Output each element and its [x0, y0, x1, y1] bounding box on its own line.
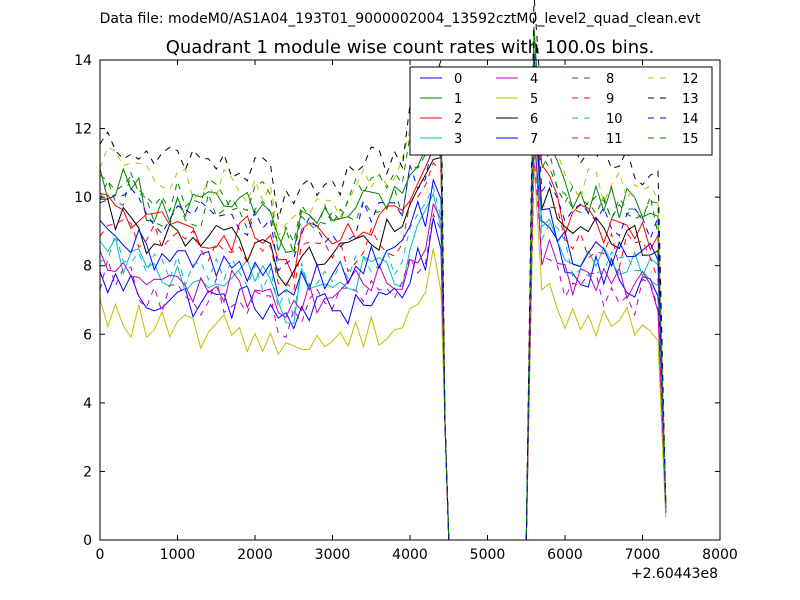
y-tick-label: 10 [74, 190, 92, 206]
x-tick-label: 6000 [547, 547, 583, 563]
legend-label-11: 11 [606, 132, 623, 147]
legend-label-14: 14 [682, 112, 699, 127]
x-offset-label: +2.60443e8 [631, 566, 718, 582]
series-line-3 [99, 98, 667, 541]
x-tick-label: 1000 [160, 547, 196, 563]
legend-label-0: 0 [454, 72, 462, 87]
x-tick-label: 3000 [315, 547, 351, 563]
legend-label-7: 7 [530, 132, 538, 147]
legend-label-5: 5 [530, 92, 538, 107]
chart-suptitle: Data file: modeM0/AS1A04_193T01_90000020… [100, 11, 701, 27]
y-tick-label: 0 [83, 533, 92, 549]
series-line-1 [99, 26, 667, 541]
series-line-15 [99, 42, 667, 541]
axis-ticks: 0 1000 2000 3000 4000 5000 6000 7000 80000246810… [74, 53, 738, 563]
x-tick-label: 0 [96, 547, 105, 563]
series-line-4 [99, 119, 667, 541]
x-tick-label: 2000 [237, 547, 273, 563]
legend-label-13: 13 [682, 92, 699, 107]
legend-label-12: 12 [682, 72, 699, 87]
series-line-6 [100, 78, 667, 541]
legend-label-8: 8 [606, 72, 614, 87]
series-line-11 [99, 154, 667, 541]
series-line-13 [99, 0, 667, 541]
legend-label-15: 15 [682, 132, 699, 147]
legend-label-4: 4 [530, 72, 538, 87]
series-line-0 [99, 139, 667, 541]
series-layer [99, 0, 667, 541]
legend-label-3: 3 [454, 132, 462, 147]
x-tick-label: 8000 [702, 547, 738, 563]
y-tick-label: 12 [74, 122, 92, 138]
series-line-5 [99, 160, 667, 541]
y-tick-label: 4 [83, 396, 92, 412]
y-tick-label: 8 [83, 259, 92, 275]
series-line-12 [99, 51, 667, 541]
y-tick-label: 2 [83, 464, 92, 480]
y-tick-label: 14 [74, 53, 92, 69]
series-line-7 [99, 99, 667, 541]
x-tick-label: 4000 [392, 547, 428, 563]
series-line-14 [99, 52, 667, 541]
legend-box [409, 66, 713, 156]
chart-title: Quadrant 1 module wise count rates with … [166, 37, 655, 58]
x-tick-label: 5000 [470, 547, 506, 563]
y-tick-label: 6 [83, 327, 92, 343]
legend-label-10: 10 [606, 112, 623, 127]
series-line-9 [99, 103, 667, 541]
legend-label-2: 2 [454, 112, 462, 127]
legend-label-1: 1 [454, 92, 462, 107]
x-tick-label: 7000 [625, 547, 661, 563]
legend-label-9: 9 [606, 92, 614, 107]
legend-label-6: 6 [530, 112, 538, 127]
series-line-10 [99, 120, 667, 541]
series-line-8 [99, 51, 667, 541]
